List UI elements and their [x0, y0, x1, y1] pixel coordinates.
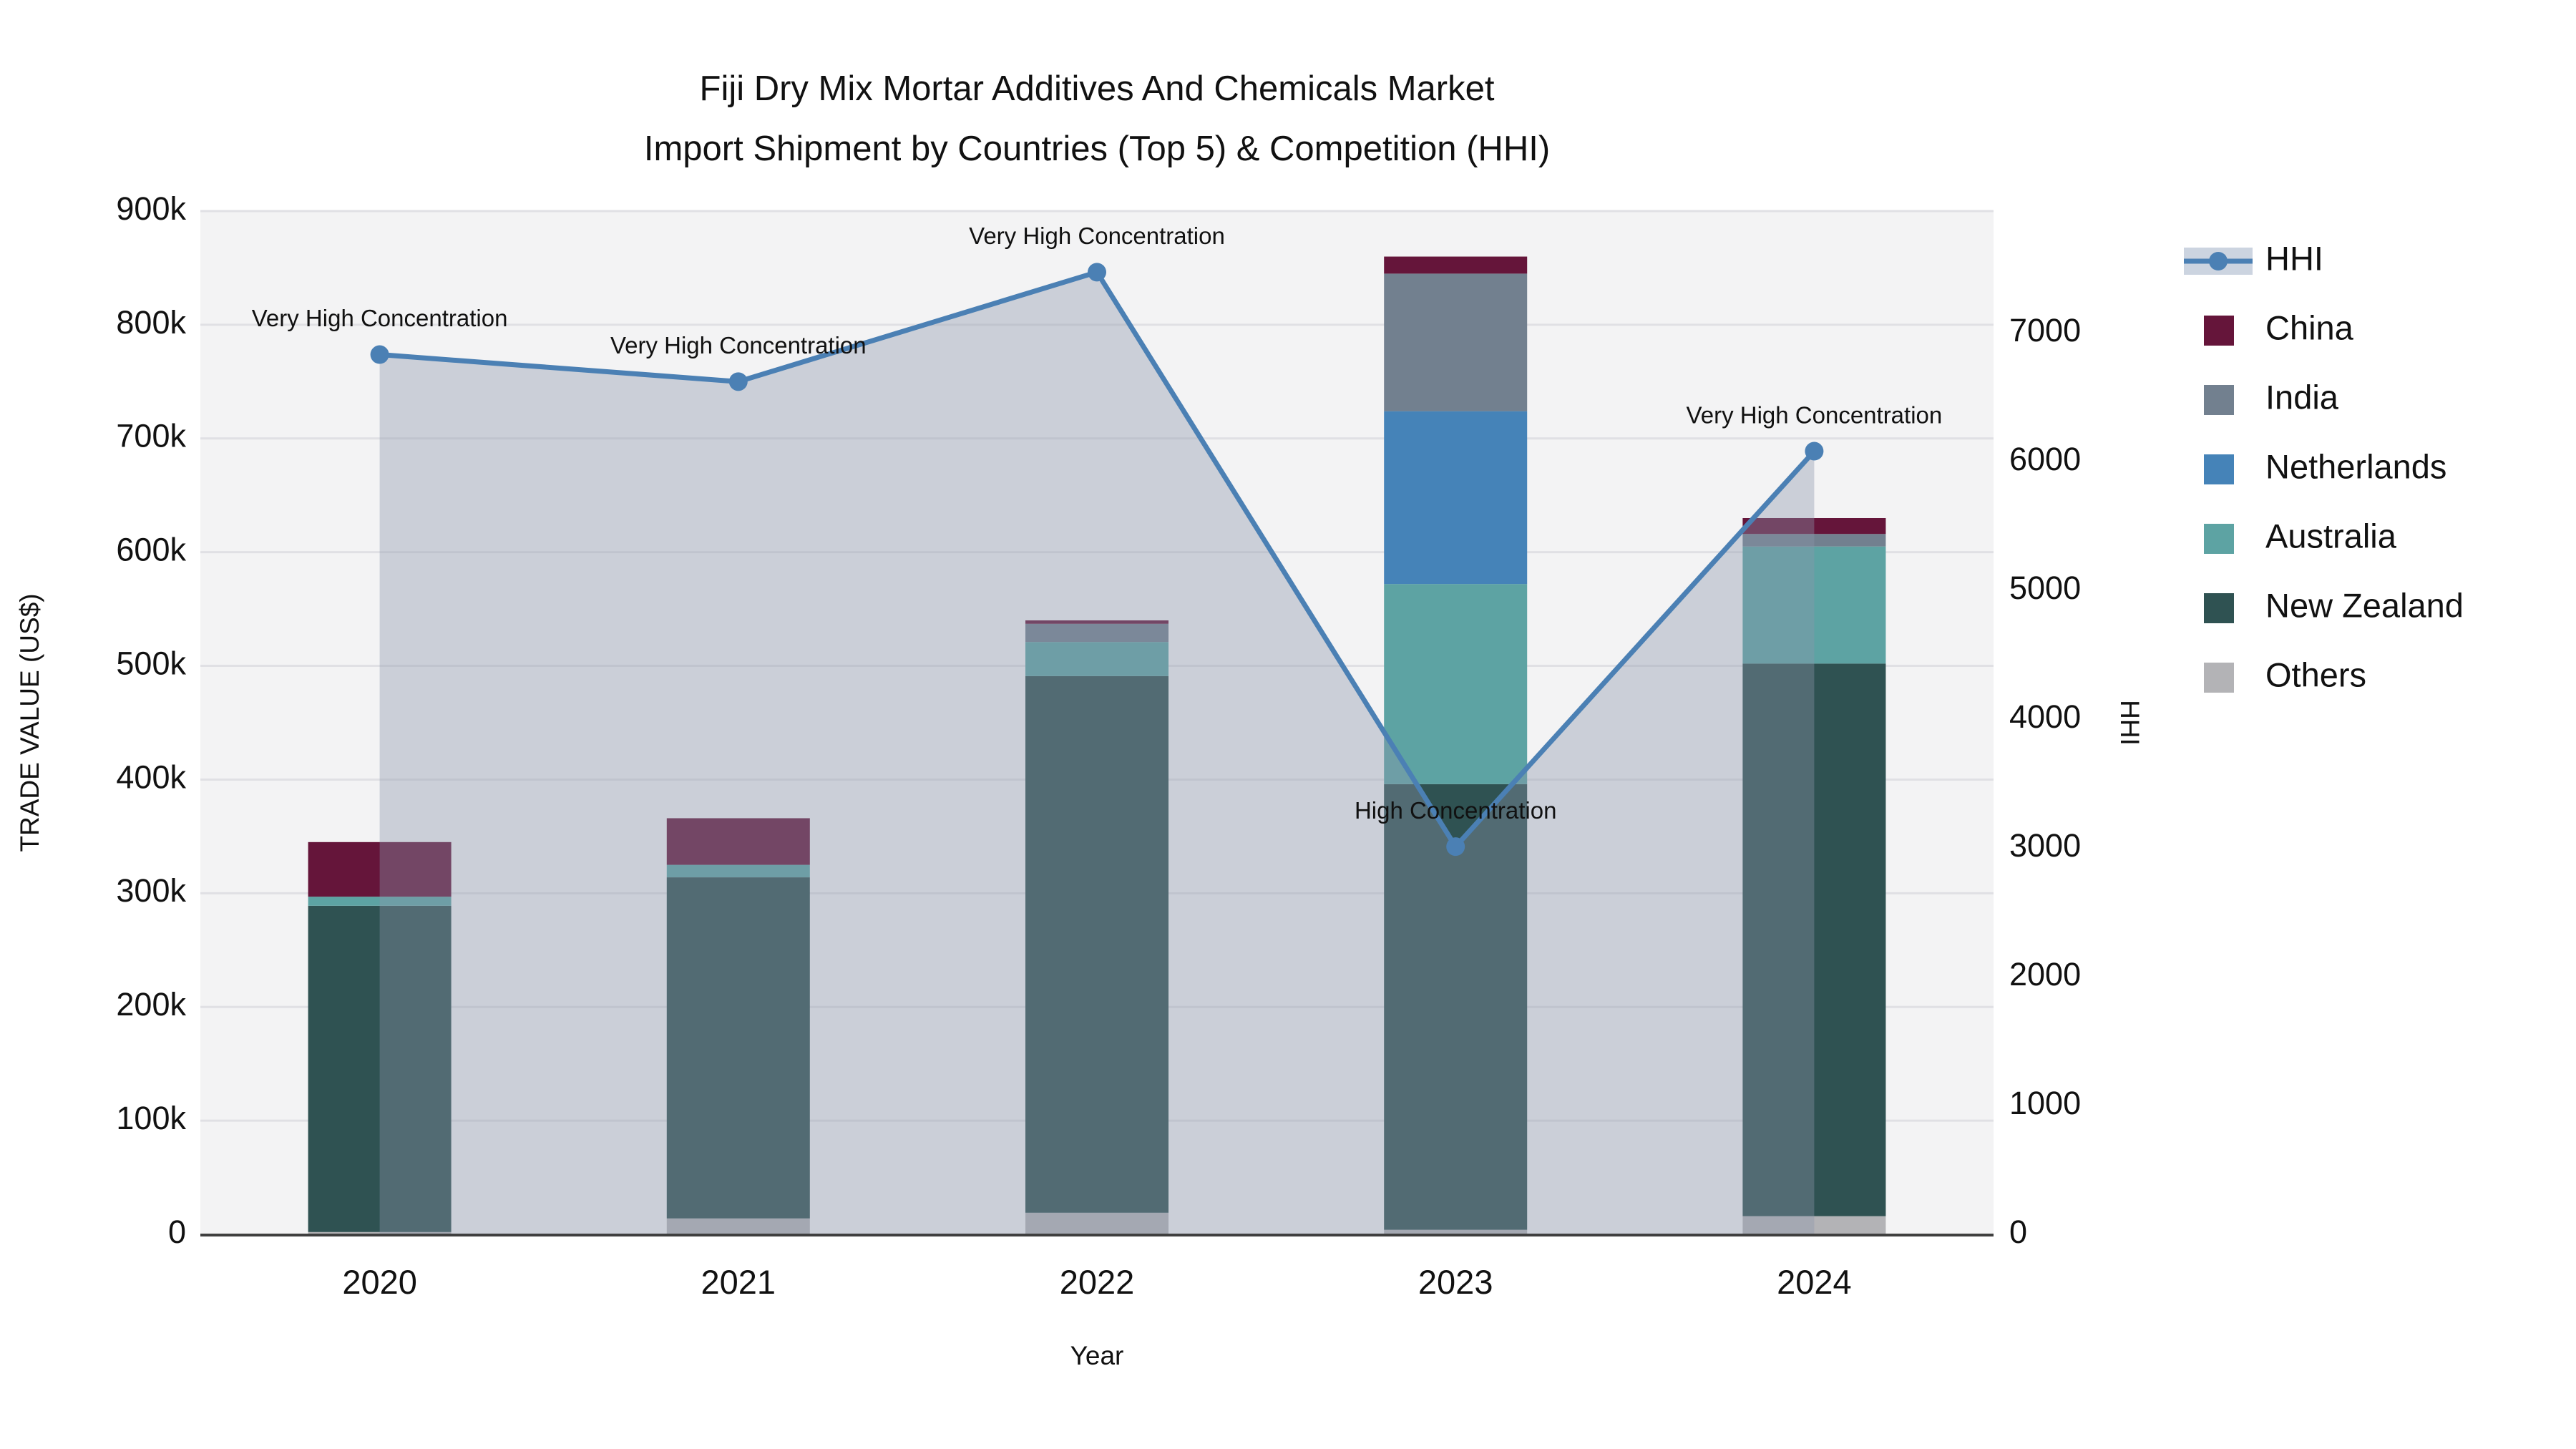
bar-segment-india	[1384, 273, 1528, 411]
annotation-2021: Very High Concentration	[610, 332, 867, 358]
y-left-tick-label: 0	[168, 1214, 186, 1250]
y-axis-left-tick-labels: 0 100k 200k 300k 400k 500k 600k 700k 800k 900k	[116, 190, 186, 1250]
bar-segment-china	[308, 841, 452, 897]
bar-segment-others	[666, 1218, 810, 1234]
y-right-tick-label: 3000	[2009, 827, 2081, 864]
bar-segment-others	[1742, 1216, 1886, 1234]
bar-segment-china	[1025, 620, 1169, 624]
y-left-tick-label: 700k	[116, 418, 186, 454]
bar-segment-others	[1025, 1212, 1169, 1234]
y-left-tick-label: 200k	[116, 986, 186, 1023]
legend-swatch-china	[2204, 316, 2234, 346]
x-tick-label-2021: 2021	[701, 1263, 776, 1301]
stacked-bars	[308, 256, 1886, 1234]
legend-item-china[interactable]: China	[2204, 308, 2354, 346]
chart-title-line1: Fiji Dry Mix Mortar Additives And Chemic…	[700, 69, 1495, 108]
hhi-marker-2021[interactable]	[728, 372, 748, 391]
legend-swatch-new-zealand	[2204, 593, 2234, 623]
bar-2021	[666, 818, 810, 1234]
y-left-tick-label: 100k	[116, 1100, 186, 1136]
bar-segment-china	[1742, 518, 1886, 535]
legend-label-india: India	[2265, 378, 2339, 416]
hhi-annotations: Very High Concentration Very High Concent…	[252, 223, 1943, 824]
annotation-2024: Very High Concentration	[1687, 401, 1943, 428]
chart-title-line2: Import Shipment by Countries (Top 5) & C…	[644, 130, 1550, 168]
y-right-tick-label: 7000	[2009, 312, 2081, 348]
legend-label-netherlands: Netherlands	[2265, 447, 2446, 485]
hhi-markers	[370, 263, 1824, 857]
legend-item-new-zealand[interactable]: New Zealand	[2204, 586, 2464, 624]
y-axis-right-tick-labels: 0 1000 2000 3000 4000 5000 6000 7000	[2009, 312, 2081, 1250]
legend-label-china: China	[2265, 308, 2354, 346]
legend-item-india[interactable]: India	[2204, 378, 2339, 416]
legend-item-hhi[interactable]: HHI	[2184, 239, 2323, 277]
x-tick-label-2020: 2020	[342, 1263, 417, 1301]
bar-segment-australia	[1742, 546, 1886, 664]
annotation-2023: High Concentration	[1355, 797, 1557, 824]
bar-2023	[1384, 256, 1528, 1234]
x-tick-label-2024: 2024	[1777, 1263, 1852, 1301]
bar-segment-new-zealand	[1742, 663, 1886, 1216]
annotation-2022: Very High Concentration	[969, 223, 1225, 249]
y-right-tick-label: 5000	[2009, 570, 2081, 606]
annotation-2020: Very High Concentration	[252, 305, 508, 331]
bar-2022	[1025, 620, 1169, 1234]
legend-swatch-india	[2204, 385, 2234, 415]
x-tick-label-2022: 2022	[1060, 1263, 1135, 1301]
y-right-tick-label: 4000	[2009, 698, 2081, 735]
bar-segment-new-zealand	[1384, 784, 1528, 1230]
bar-segment-netherlands	[1384, 411, 1528, 585]
hhi-marker-2023[interactable]	[1446, 837, 1465, 857]
legend: HHI China India Netherlands Australia New Zea…	[2184, 239, 2464, 693]
bar-segment-new-zealand	[666, 877, 810, 1219]
hhi-legend-marker	[2209, 252, 2228, 270]
bar-segment-china	[666, 818, 810, 865]
y-right-tick-label: 1000	[2009, 1085, 2081, 1121]
legend-swatch-others	[2204, 663, 2234, 693]
y-left-tick-label: 800k	[116, 304, 186, 341]
bar-segment-new-zealand	[1025, 675, 1169, 1213]
legend-label-new-zealand: New Zealand	[2265, 586, 2464, 624]
legend-label-hhi: HHI	[2265, 239, 2323, 277]
x-tick-label-2023: 2023	[1418, 1263, 1493, 1301]
y-right-tick-label: 2000	[2009, 956, 2081, 992]
y-left-tick-label: 400k	[116, 758, 186, 795]
hhi-marker-2020[interactable]	[370, 345, 389, 364]
hhi-area-fill	[379, 272, 1815, 1235]
y-left-tick-label: 600k	[116, 532, 186, 568]
y-axis-right-title: HHI	[2115, 700, 2145, 746]
y-axis-left-title: TRADE VALUE (US$)	[15, 593, 44, 852]
y-left-tick-label: 900k	[116, 190, 186, 227]
x-axis-tick-labels: 2020 2021 2022 2023 2024	[342, 1263, 1851, 1301]
bar-segment-others	[308, 1231, 452, 1234]
bar-segment-australia	[308, 897, 452, 906]
bar-segment-india	[1742, 534, 1886, 547]
y-right-tick-label: 6000	[2009, 441, 2081, 477]
bar-segment-india	[1025, 623, 1169, 643]
legend-swatch-australia	[2204, 524, 2234, 554]
y-left-tick-label: 500k	[116, 645, 186, 681]
bar-segment-australia	[666, 864, 810, 878]
bar-segment-australia	[1384, 584, 1528, 784]
bar-segment-china	[1384, 256, 1528, 274]
bar-segment-australia	[1025, 642, 1169, 676]
legend-item-others[interactable]: Others	[2204, 655, 2366, 693]
bar-segment-others	[1384, 1229, 1528, 1234]
legend-item-australia[interactable]: Australia	[2204, 517, 2397, 555]
y-left-tick-label: 300k	[116, 872, 186, 909]
legend-item-netherlands[interactable]: Netherlands	[2204, 447, 2446, 485]
legend-label-australia: Australia	[2265, 517, 2397, 555]
bar-segment-new-zealand	[308, 905, 452, 1232]
hhi-marker-2022[interactable]	[1088, 263, 1106, 282]
legend-label-others: Others	[2265, 655, 2366, 693]
y-right-tick-label: 0	[2009, 1214, 2027, 1250]
legend-swatch-netherlands	[2204, 454, 2234, 484]
bar-2024	[1742, 518, 1886, 1234]
x-axis-title: Year	[1070, 1341, 1124, 1370]
hhi-marker-2024[interactable]	[1805, 441, 1824, 461]
bar-2020	[308, 841, 452, 1234]
